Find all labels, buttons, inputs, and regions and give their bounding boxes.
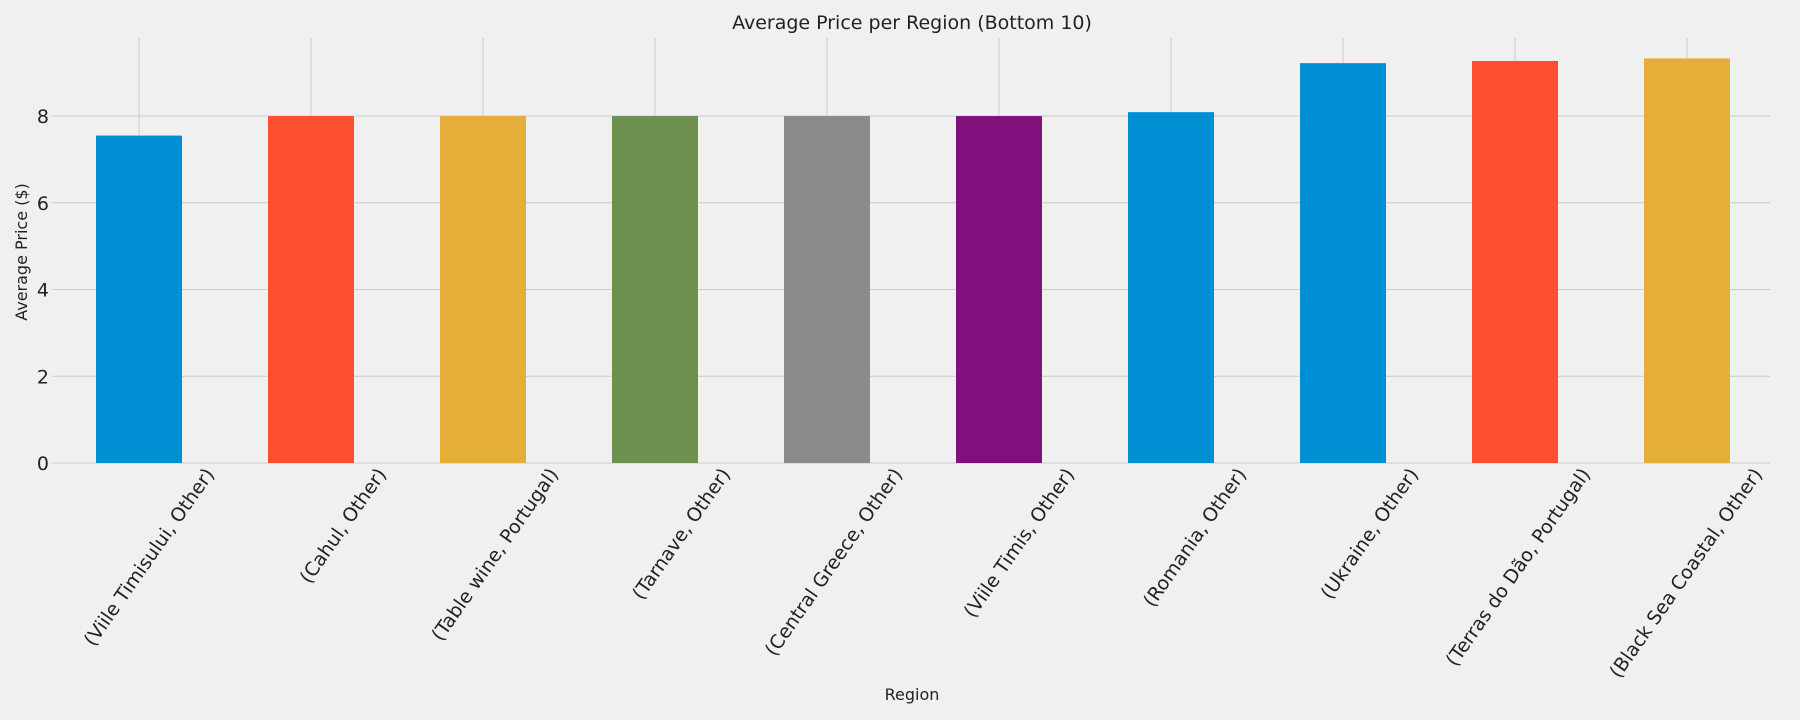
x-axis-ticks: (Viile Timisului, Other) (Cahul, Other) (T… <box>80 464 1767 682</box>
bar <box>1644 58 1730 463</box>
x-tick-label: (Viile Timis, Other) <box>960 464 1080 622</box>
x-axis-label: Region <box>885 685 940 704</box>
y-tick-label: 0 <box>37 453 49 475</box>
bar <box>784 116 870 464</box>
bar <box>1128 112 1214 463</box>
bars <box>96 58 1730 464</box>
bar <box>612 116 698 464</box>
bar <box>440 116 526 464</box>
bar <box>268 116 354 464</box>
x-tick-label: (Ukraine, Other) <box>1317 464 1423 603</box>
y-axis-ticks: 0 2 4 6 8 <box>37 106 49 475</box>
y-tick-label: 6 <box>37 193 49 215</box>
x-tick-label: (Tarnave, Other) <box>628 464 735 604</box>
y-axis-label: Average Price ($) <box>12 183 31 321</box>
bar <box>96 135 182 463</box>
y-tick-label: 8 <box>37 106 49 128</box>
x-tick-label: (Black Sea Coastal, Other) <box>1605 464 1767 682</box>
x-tick-label: (Terras do Dão, Portugal) <box>1442 464 1595 670</box>
bar <box>956 116 1042 464</box>
x-tick-label: (Table wine, Portugal) <box>427 464 563 645</box>
bar <box>1472 60 1558 464</box>
x-tick-label: (Cahul, Other) <box>296 464 392 587</box>
x-tick-label: (Central Greece, Other) <box>761 464 907 660</box>
x-tick-label: (Romania, Other) <box>1139 464 1251 611</box>
bar <box>1300 63 1386 463</box>
x-tick-label: (Viile Timisului, Other) <box>80 464 219 650</box>
y-tick-label: 2 <box>37 366 49 388</box>
chart-title: Average Price per Region (Bottom 10) <box>732 12 1092 34</box>
y-tick-label: 4 <box>37 280 49 302</box>
